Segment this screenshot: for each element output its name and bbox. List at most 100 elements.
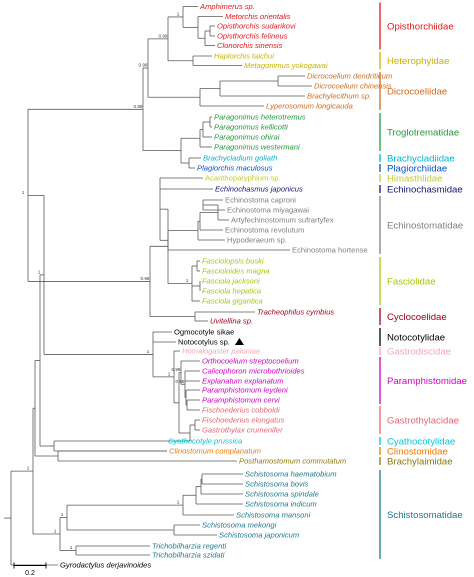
support-value-p: 0.99 xyxy=(134,104,143,109)
tip-label: Echinostoma hortense xyxy=(292,246,368,255)
tip-label: Paramphistomum leydeni xyxy=(202,386,288,395)
support-value-f: 0.99 xyxy=(159,33,168,38)
tip-label: Artyfechinostomum sufrartyfex xyxy=(231,216,334,225)
triangle-marker xyxy=(234,338,244,345)
support-value-av: 1 xyxy=(38,269,41,274)
tip-label: Uvitellina sp. xyxy=(210,317,253,326)
tip-label: Homalogaster paloniae xyxy=(182,347,260,356)
tip-label: Trichobilharzia regenti xyxy=(152,542,226,551)
family-label: Brachycladiidae xyxy=(387,153,455,164)
support-value-af: 0.99 xyxy=(172,367,181,372)
tip-label: Lyperosomum longicauda xyxy=(266,102,353,111)
tip-label: Opisthorchis felineus xyxy=(217,32,288,41)
tip-label: Brachycladium goliath xyxy=(203,154,277,163)
tip-label: Paragonimus kellicotti xyxy=(214,123,288,132)
support-value-y: 1 xyxy=(186,278,189,283)
tip-label: Metagonimus yokogawai xyxy=(244,61,328,70)
tip-label: Hypoderaeum sp. xyxy=(227,236,287,245)
tip-label: Calicophoron microbothrioides xyxy=(202,367,305,376)
family-label: Gastrothylacidae xyxy=(387,415,459,426)
support-value-ae: 0.96 xyxy=(176,379,185,384)
tip-label: Echinostoma caproni xyxy=(225,196,296,205)
tip-label: Schistosoma haematobium xyxy=(245,470,337,479)
tip-label: Gastrothylax crumenifer xyxy=(202,426,283,435)
tip-label: Fasciolopsis buski xyxy=(202,257,264,266)
support-value-d: 1 xyxy=(177,11,180,16)
tip-label: Plagiorchis maculosus xyxy=(197,164,273,173)
tip-label: Brachylecithum sp. xyxy=(307,92,371,101)
tip-label: Gyrodactylus derjavinoides xyxy=(60,561,151,570)
tip-label: Trichobilharzia szidati xyxy=(152,551,225,560)
support-value-ay: 1 xyxy=(27,466,30,471)
tip-label: Clonorchis sinensis xyxy=(217,41,283,50)
tip-label: Schistosoma bovis xyxy=(245,480,309,489)
tip-label: Notocotylus sp. xyxy=(178,338,230,347)
tip-label: Echinostoma miyagawai xyxy=(227,206,309,215)
tip-label: Paragonimus ohirai xyxy=(214,133,280,142)
tree-branches xyxy=(4,6,312,566)
tip-label: Fasciola gigantica xyxy=(202,297,263,306)
tip-label: Fascioloides magna xyxy=(202,267,270,276)
tip-label: Cyathocotyle prussica xyxy=(168,437,242,446)
tip-label: Echinostoma revolutum xyxy=(225,226,304,235)
tip-label: Schistosoma indicum xyxy=(245,500,317,509)
tip-label: Amphimerus sp. xyxy=(199,2,255,11)
tip-label: Opisthorchis sudarikovi xyxy=(217,22,296,31)
support-value-aj: 1 xyxy=(168,371,171,376)
tip-label: Explanatum explanatum xyxy=(202,377,283,386)
family-label: Cyclocoelidae xyxy=(387,312,447,323)
scale-bar: 0.2 xyxy=(13,562,47,577)
family-label: Brachylaimidae xyxy=(387,456,453,467)
tip-label: Fischoederius cobboldi xyxy=(202,406,280,415)
support-value-au: 1 xyxy=(22,190,25,195)
tip-label: Schistosoma spindale xyxy=(245,490,319,499)
tip-label: Ogmocotyle sikae xyxy=(174,328,234,337)
family-label: Gastrodiscidae xyxy=(387,346,451,357)
tip-label: Metorchis orientalis xyxy=(225,12,291,21)
tip-label: Posthamostomum commutatum xyxy=(239,457,346,466)
tip-labels: Amphimerus sp.Metorchis orientalisOpisth… xyxy=(60,2,392,570)
support-value-aq: 1 xyxy=(61,512,64,517)
tip-label: Paragonimus westermani xyxy=(214,143,300,152)
tip-label: Fasciola hepatica xyxy=(202,287,261,296)
family-label: Echinostomatidae xyxy=(387,220,463,231)
tip-label: Orthocoelium streptocoelium xyxy=(202,357,299,366)
family-label: Clinostomidae xyxy=(387,446,448,457)
family-brackets: Opisthorchiidae Heterophyidae Dicrocoeliid… xyxy=(379,2,467,559)
family-label: Troglotrematidae xyxy=(387,127,459,138)
scale-bar-label: 0.2 xyxy=(25,570,35,577)
family-label: Schistosomatidae xyxy=(387,510,463,521)
family-label: Echinochasmidae xyxy=(387,184,463,195)
family-label: Plagiorchiidae xyxy=(387,163,447,174)
tip-label: Acanthoparyphium sp. xyxy=(205,174,281,183)
tip-label: Haplorchis taichui xyxy=(214,52,274,61)
family-label: Fasciolidae xyxy=(387,276,436,287)
tip-label: Dicrocoelium chinensis xyxy=(314,82,392,91)
tip-label: Paramphistomum cervi xyxy=(202,396,280,405)
family-label: Dicrocoeliidae xyxy=(387,86,447,97)
tip-label: Fasciola jacksoni xyxy=(202,277,260,286)
tip-label: Echinochasmus japonicus xyxy=(215,185,303,194)
tip-label: Schistosoma mansoni xyxy=(236,511,311,520)
tip-label: Paragonimus heterotremus xyxy=(214,113,306,122)
tip-label: Tracheophilus cymbius xyxy=(257,308,334,317)
tip-label: Clinostomum complanatum xyxy=(169,447,261,456)
tip-label: Dicrocoelium dendriticum xyxy=(307,72,392,81)
family-label: Notocotylidae xyxy=(387,332,445,343)
support-value-as: 1 xyxy=(54,529,57,534)
tip-label: Schistosoma mekongi xyxy=(202,521,277,530)
tip-label: Fischoederius elongatus xyxy=(202,416,285,425)
support-value-ak: 1 xyxy=(147,349,150,354)
support-value-ab: 0.96 xyxy=(141,276,150,281)
support-value-ar: 1 xyxy=(70,545,73,550)
family-label: Cyathocotylidae xyxy=(387,436,455,447)
family-label: Himasthlidae xyxy=(387,173,442,184)
family-label: Paramphistomidae xyxy=(387,376,467,387)
family-label: Opisthorchiidae xyxy=(387,21,454,32)
family-label: Heterophyidae xyxy=(387,56,449,67)
support-value-ao: 1 xyxy=(177,500,180,505)
tip-label: Schistosoma japonicum xyxy=(219,531,299,540)
support-value-j: 0.99 xyxy=(139,63,148,68)
